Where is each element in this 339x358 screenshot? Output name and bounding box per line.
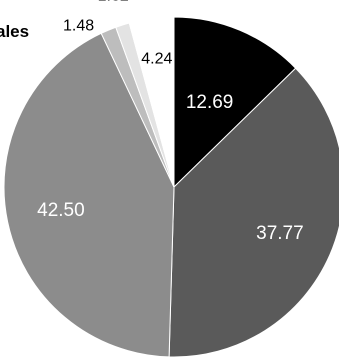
pie-slice [173,16,297,189]
pie-slice [128,16,175,188]
chart-title: ales [0,22,29,41]
pie-slices [3,16,339,358]
slice-value-label: 42.50 [37,200,85,221]
pie-data-labels: 12.69 37.77 42.50 1.48 1.32 4.24 [37,0,304,244]
slice-value-label: 1.32 [98,0,129,4]
pie-slice [168,67,339,358]
slice-value-label: 1.48 [63,18,94,35]
slice-value-label: 4.24 [141,50,172,67]
slice-value-label: 37.77 [256,223,304,244]
pie-slice [3,32,175,358]
slice-value-label: 12.69 [186,92,234,113]
